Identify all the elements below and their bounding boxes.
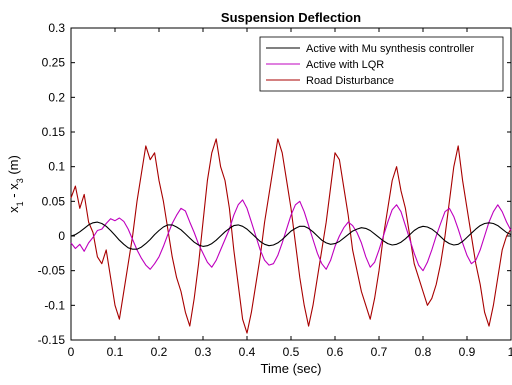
- y-axis-label: x1 - x3 (m): [6, 155, 25, 213]
- y-tick-label: -0.05: [38, 264, 66, 278]
- y-tick-label: 0.05: [42, 194, 66, 208]
- y-tick-label: 0: [58, 229, 65, 243]
- legend-label-mu: Active with Mu synthesis controller: [306, 43, 474, 55]
- y-axis-label-unit: (m): [6, 155, 21, 178]
- y-axis-label-sub1: 1: [15, 201, 25, 206]
- x-tick-label: 0: [68, 345, 75, 359]
- legend-box: [259, 36, 504, 92]
- legend-label-lqr: Active with LQR: [306, 59, 384, 71]
- chart-title: Suspension Deflection: [221, 10, 361, 25]
- y-tick-label: 0.2: [48, 90, 65, 104]
- x-axis: 0 0.1 0.2 0.3 0.4 0.5 0.6 0.7 0.8 0.9 1: [68, 28, 512, 359]
- y-tick-label: 0.25: [42, 56, 66, 70]
- x-tick-label: 0.1: [107, 345, 124, 359]
- y-tick-label: 0.15: [42, 125, 66, 139]
- y-tick-label: -0.15: [38, 333, 66, 347]
- x-tick-label: 0.6: [327, 345, 344, 359]
- x-tick-label: 0.7: [371, 345, 388, 359]
- x-tick-label: 0.2: [151, 345, 168, 359]
- legend-label-road: Road Disturbance: [306, 75, 394, 87]
- series-line-road-disturbance: [70, 138, 512, 334]
- y-tick-label: 0.3: [48, 21, 65, 35]
- x-tick-label: 0.9: [459, 345, 476, 359]
- x-tick-label: 1: [508, 345, 512, 359]
- series-line-lqr: [70, 199, 512, 272]
- y-axis: -0.15 -0.1 -0.05 0 0.05 0.1 0.15 0.2 0.25 0.3: [38, 21, 511, 347]
- x-tick-label: 0.3: [195, 345, 212, 359]
- x-tick-label: 0.8: [415, 345, 432, 359]
- y-tick-label: -0.1: [44, 298, 65, 312]
- y-tick-label: 0.1: [48, 160, 65, 174]
- y-axis-label-mid: - x: [6, 183, 21, 202]
- series-line-mu-synthesis: [70, 221, 512, 250]
- series-layer: [70, 138, 512, 334]
- legend: Active with Mu synthesis controller Acti…: [259, 36, 504, 92]
- x-tick-label: 0.5: [283, 345, 300, 359]
- y-axis-label-sub2: 3: [15, 178, 25, 183]
- x-tick-label: 0.4: [239, 345, 256, 359]
- y-axis-label-main: x: [6, 206, 21, 213]
- x-axis-label: Time (sec): [261, 361, 322, 376]
